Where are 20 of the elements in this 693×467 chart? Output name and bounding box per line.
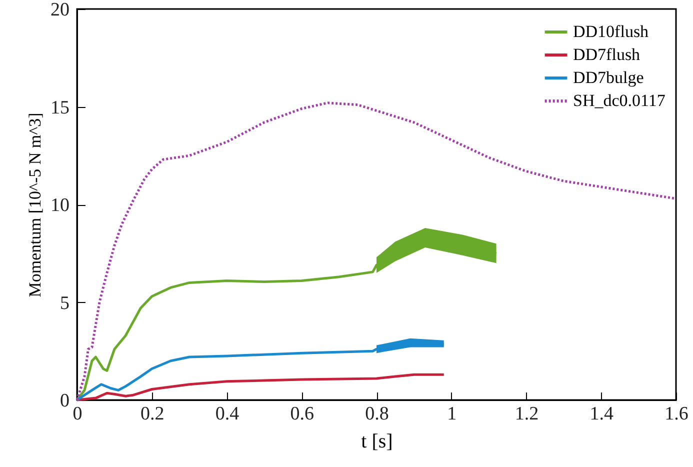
- x-tick-label: 0.6: [290, 404, 314, 424]
- legend-label: DD7bulge: [573, 68, 644, 87]
- x-tick-label: 0.8: [365, 404, 389, 424]
- legend-label: DD7flush: [573, 45, 641, 64]
- x-tick-label: 1.4: [590, 404, 614, 424]
- x-tick-label: 0.4: [215, 404, 240, 424]
- x-tick-label: 1.6: [664, 404, 688, 424]
- y-tick-label: 20: [50, 0, 70, 20]
- y-axis-title: Momentum [10^-5 N m^3]: [26, 112, 44, 298]
- y-tick-label: 10: [50, 195, 70, 216]
- y-tick-label: 0: [60, 390, 70, 412]
- y-tick-label: 15: [50, 97, 70, 118]
- legend-label: SH_dc0.0117: [573, 91, 666, 110]
- x-tick-label: 0.2: [140, 404, 164, 424]
- x-axis-title: t [s]: [361, 430, 393, 452]
- y-tick-label: 5: [60, 292, 70, 314]
- line-series: [76, 373, 446, 402]
- x-tick-label: 1.2: [514, 404, 539, 424]
- legend-label: DD10flush: [573, 22, 650, 41]
- x-tick-label: 1: [447, 404, 457, 424]
